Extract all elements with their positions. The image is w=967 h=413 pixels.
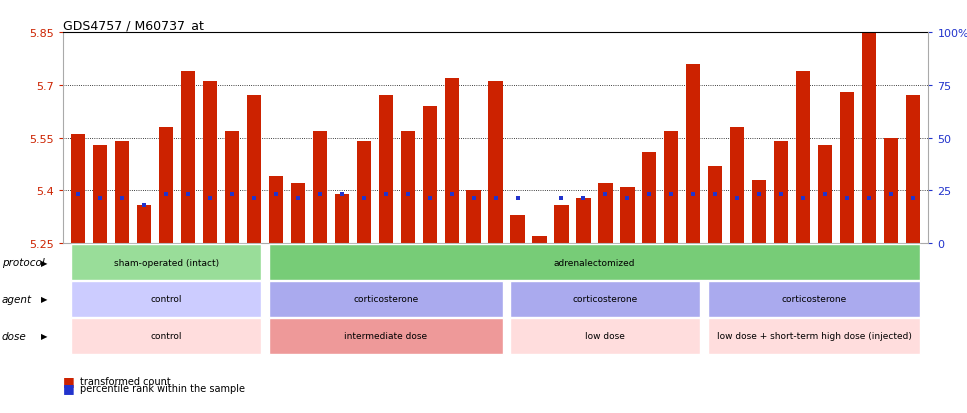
Text: corticosterone: corticosterone — [572, 295, 638, 304]
Bar — [445, 78, 458, 244]
Bar — [730, 128, 745, 244]
Text: ■: ■ — [63, 381, 74, 394]
Bar — [400, 131, 415, 244]
Bar — [115, 142, 130, 244]
Bar — [335, 195, 349, 244]
Bar — [379, 96, 393, 244]
Text: intermediate dose: intermediate dose — [344, 332, 427, 340]
Text: dose: dose — [2, 331, 27, 341]
Bar — [159, 128, 173, 244]
Text: transformed count: transformed count — [80, 376, 171, 386]
Text: GDS4757 / M60737_at: GDS4757 / M60737_at — [63, 19, 204, 32]
Bar — [225, 131, 239, 244]
Text: sham-operated (intact): sham-operated (intact) — [113, 258, 219, 267]
Text: protocol: protocol — [2, 257, 44, 268]
Bar — [181, 71, 195, 244]
Text: low dose + short-term high dose (injected): low dose + short-term high dose (injecte… — [717, 332, 912, 340]
Text: low dose: low dose — [585, 332, 626, 340]
Bar — [466, 191, 481, 244]
Bar — [203, 82, 218, 244]
Text: control: control — [150, 295, 182, 304]
Text: control: control — [150, 332, 182, 340]
Bar — [312, 131, 327, 244]
Bar — [818, 145, 833, 244]
Bar — [796, 71, 810, 244]
Bar — [599, 184, 612, 244]
Text: ▶: ▶ — [41, 295, 47, 304]
Bar — [708, 166, 722, 244]
Bar — [72, 135, 85, 244]
Bar — [488, 82, 503, 244]
Bar — [642, 152, 657, 244]
Text: ■: ■ — [63, 374, 74, 387]
Text: ▶: ▶ — [41, 258, 47, 267]
Bar — [533, 237, 546, 244]
Bar — [554, 205, 569, 244]
Bar — [687, 64, 700, 244]
Bar — [884, 138, 898, 244]
Text: corticosterone: corticosterone — [781, 295, 847, 304]
Bar — [423, 107, 437, 244]
Bar — [291, 184, 305, 244]
Bar — [862, 29, 876, 244]
Text: ▶: ▶ — [41, 332, 47, 340]
Bar — [576, 198, 591, 244]
Bar — [269, 177, 283, 244]
Bar — [664, 131, 679, 244]
Text: agent: agent — [2, 294, 32, 304]
Bar — [906, 96, 920, 244]
Bar — [620, 188, 634, 244]
Bar — [752, 180, 766, 244]
Bar — [774, 142, 788, 244]
Text: percentile rank within the sample: percentile rank within the sample — [80, 383, 246, 393]
Bar — [840, 93, 854, 244]
Text: corticosterone: corticosterone — [353, 295, 419, 304]
Bar — [511, 216, 525, 244]
Bar — [93, 145, 107, 244]
Bar — [137, 205, 151, 244]
Text: adrenalectomized: adrenalectomized — [554, 258, 635, 267]
Bar — [247, 96, 261, 244]
Bar — [357, 142, 371, 244]
